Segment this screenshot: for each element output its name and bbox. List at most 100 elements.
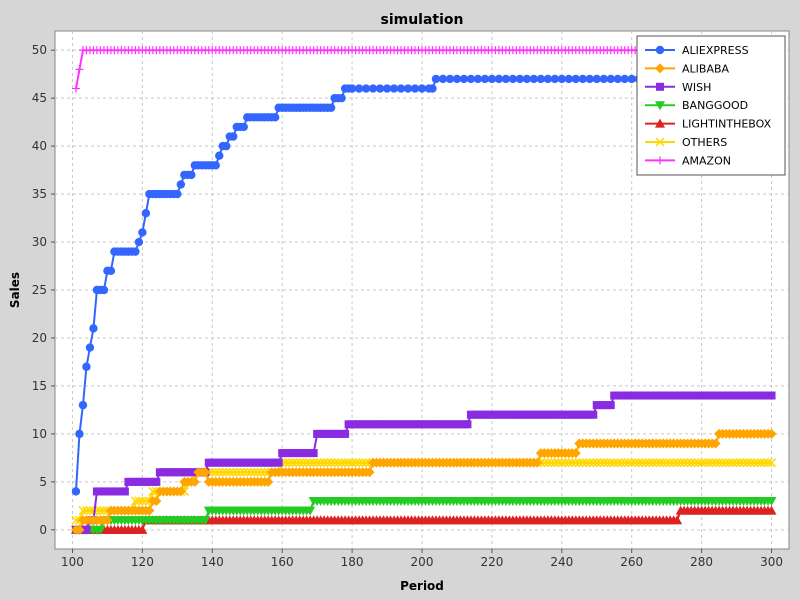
- data-point-others: [235, 467, 245, 477]
- data-point-others-stroke: [319, 458, 329, 468]
- data-point-others: [627, 458, 637, 468]
- data-point-others: [288, 458, 298, 468]
- data-point-others-stroke: [340, 458, 350, 468]
- data-point-aliexpress: [571, 74, 580, 84]
- data-point-aliexpress: [229, 132, 238, 141]
- data-point-others-stroke: [637, 458, 647, 468]
- data-point-others: [676, 458, 686, 468]
- data-point-amazon: [75, 65, 84, 74]
- data-point-others: [655, 458, 665, 468]
- data-point-others: [662, 458, 672, 468]
- data-point-others-stroke: [137, 496, 147, 506]
- data-point-others-stroke: [232, 467, 242, 477]
- data-point-others-stroke: [595, 458, 605, 468]
- data-point-others: [669, 458, 679, 468]
- data-point-aliexpress: [627, 74, 636, 84]
- x-tick-label: 200: [411, 555, 434, 569]
- data-point-aliexpress: [85, 343, 95, 352]
- data-point-aliexpress: [550, 74, 560, 84]
- data-point-others: [623, 458, 633, 468]
- data-point-others: [648, 458, 658, 468]
- data-point-others: [539, 458, 549, 468]
- data-point-others-stroke: [581, 458, 591, 468]
- data-point-others: [85, 506, 95, 516]
- legend-item-others: OTHERS: [645, 136, 727, 149]
- data-point-others: [134, 496, 144, 506]
- data-point-others-stroke: [679, 458, 689, 468]
- data-point-wish: [274, 458, 283, 467]
- y-tick-label: 45: [32, 91, 47, 105]
- data-point-others-stroke: [599, 458, 609, 468]
- data-point-others: [312, 458, 322, 468]
- data-point-others-stroke: [235, 467, 245, 477]
- data-point-aliexpress: [389, 84, 399, 93]
- data-point-others: [137, 496, 147, 506]
- data-point-aliexpress: [337, 93, 346, 103]
- series-lightinthebox: [70, 505, 777, 534]
- data-point-aliexpress: [99, 285, 109, 295]
- data-point-others: [323, 458, 333, 468]
- data-point-others: [78, 506, 88, 516]
- legend-label-amazon: AMAZON: [682, 154, 731, 167]
- data-point-others: [295, 458, 305, 468]
- data-point-others: [634, 458, 644, 468]
- data-point-others: [361, 458, 371, 468]
- data-point-aliexpress: [466, 74, 476, 84]
- x-tick-label: 100: [61, 555, 84, 569]
- data-point-others-stroke: [85, 506, 95, 516]
- data-point-others-stroke: [214, 467, 224, 477]
- data-point-others-stroke: [763, 458, 773, 468]
- data-point-others-stroke: [634, 458, 644, 468]
- data-point-others: [672, 458, 682, 468]
- data-point-aliexpress: [173, 189, 182, 199]
- data-point-others: [71, 515, 81, 525]
- x-axis-label: Period: [400, 579, 444, 593]
- legend-marker-wish: [656, 82, 664, 91]
- data-point-others: [641, 458, 651, 468]
- data-point-others: [630, 458, 640, 468]
- data-point-others: [553, 458, 563, 468]
- data-point-others-stroke: [246, 467, 256, 477]
- data-point-others-stroke: [609, 458, 619, 468]
- data-point-others: [358, 458, 368, 468]
- data-point-others: [578, 458, 588, 468]
- data-point-others: [260, 467, 270, 477]
- data-point-others: [218, 467, 228, 477]
- data-point-others-stroke: [281, 458, 291, 468]
- data-point-others: [756, 458, 766, 468]
- data-point-alibaba: [175, 486, 186, 497]
- data-point-others: [742, 458, 752, 468]
- legend-item-aliexpress: ALIEXPRESS: [645, 44, 749, 57]
- data-point-others-stroke: [253, 467, 263, 477]
- data-point-others: [735, 458, 745, 468]
- y-tick-label: 5: [39, 475, 47, 489]
- data-point-alibaba: [710, 438, 721, 449]
- legend-label-others: OTHERS: [682, 136, 727, 149]
- y-axis-label: Sales: [8, 272, 22, 308]
- data-point-others-stroke: [88, 506, 98, 516]
- data-point-others: [347, 458, 357, 468]
- data-point-others-stroke: [721, 458, 731, 468]
- data-point-others-stroke: [305, 458, 315, 468]
- data-point-others: [564, 458, 574, 468]
- data-point-others: [693, 458, 703, 468]
- data-point-others: [760, 458, 770, 468]
- data-point-others-stroke: [732, 458, 742, 468]
- data-point-aliexpress: [106, 266, 116, 276]
- data-point-others-stroke: [295, 458, 305, 468]
- data-point-aliexpress: [592, 74, 601, 84]
- series-wish: [71, 391, 776, 534]
- data-point-others: [239, 467, 249, 477]
- y-tick-label: 20: [32, 331, 47, 345]
- data-point-others: [81, 506, 91, 516]
- data-point-others: [249, 467, 259, 477]
- data-point-others-stroke: [316, 458, 326, 468]
- data-point-others-stroke: [756, 458, 766, 468]
- data-point-aliexpress: [445, 74, 455, 84]
- data-point-alibaba: [151, 496, 162, 507]
- data-point-aliexpress: [211, 161, 220, 170]
- data-point-aliexpress: [459, 74, 469, 84]
- data-point-others-stroke: [260, 467, 270, 477]
- data-point-wish: [120, 487, 129, 496]
- data-point-others: [242, 467, 252, 477]
